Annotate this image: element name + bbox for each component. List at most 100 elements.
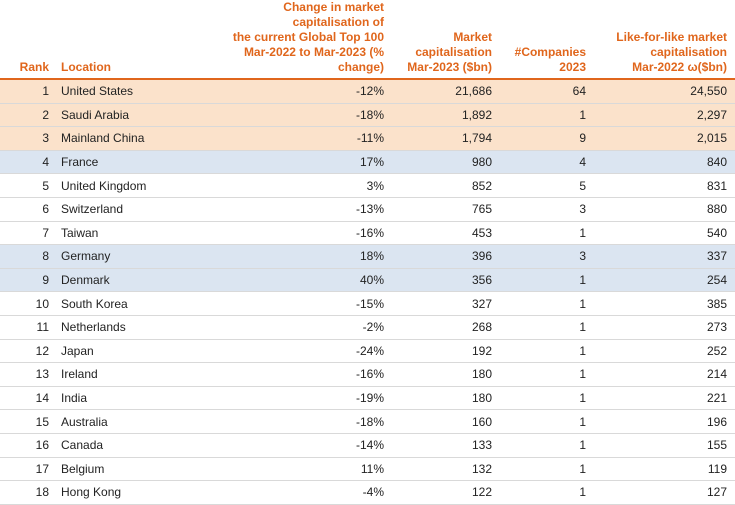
rank-cell: 15 [0,409,57,434]
like-for-like-cell: 540 [600,221,735,246]
rank-cell: 11 [0,315,57,340]
rank-cell: 6 [0,197,57,222]
market-cap-cell: 1,794 [392,126,500,151]
rank-cell: 10 [0,291,57,316]
change-cell: -16% [200,221,392,246]
like-for-like-cell: 337 [600,244,735,269]
location-cell: France [57,150,200,175]
like-for-like-cell: 2,015 [600,126,735,151]
companies-cell: 1 [500,457,600,482]
location-cell: Canada [57,433,200,458]
companies-cell: 1 [500,339,600,364]
change-cell: -14% [200,433,392,458]
table-row: 4 France 17% 980 4 840 [0,150,735,175]
header-location: Location [57,0,200,80]
rank-cell: 12 [0,339,57,364]
location-cell: United Kingdom [57,173,200,198]
companies-cell: 1 [500,480,600,505]
location-cell: Mainland China [57,126,200,151]
companies-cell: 1 [500,268,600,293]
companies-cell: 1 [500,315,600,340]
header-market-cap: Market capitalisation Mar-2023 ($bn) [392,0,500,80]
like-for-like-cell: 24,550 [600,79,735,104]
location-cell: Saudi Arabia [57,103,200,128]
location-cell: Netherlands [57,315,200,340]
rank-cell: 17 [0,457,57,482]
rank-cell: 16 [0,433,57,458]
companies-cell: 1 [500,221,600,246]
companies-cell: 1 [500,291,600,316]
rank-cell: 9 [0,268,57,293]
location-cell: Denmark [57,268,200,293]
like-for-like-cell: 880 [600,197,735,222]
like-for-like-cell: 155 [600,433,735,458]
like-for-like-cell: 254 [600,268,735,293]
like-for-like-cell: 831 [600,173,735,198]
table-row: 10 South Korea -15% 327 1 385 [0,291,735,316]
market-cap-cell: 453 [392,221,500,246]
table-row: 1 United States -12% 21,686 64 24,550 [0,79,735,104]
market-cap-cell: 180 [392,362,500,387]
market-cap-cell: 192 [392,339,500,364]
like-for-like-cell: 214 [600,362,735,387]
market-cap-cell: 122 [392,480,500,505]
location-cell: Hong Kong [57,480,200,505]
change-cell: -13% [200,197,392,222]
location-cell: India [57,386,200,411]
change-cell: -2% [200,315,392,340]
market-cap-cell: 852 [392,173,500,198]
change-cell: -19% [200,386,392,411]
header-like-for-like: Like-for-like market capitalisation Mar-… [600,0,735,80]
market-cap-cell: 765 [392,197,500,222]
change-cell: 11% [200,457,392,482]
market-cap-cell: 268 [392,315,500,340]
market-cap-cell: 980 [392,150,500,175]
change-cell: -12% [200,79,392,104]
change-cell: 18% [200,244,392,269]
table-row: 2 Saudi Arabia -18% 1,892 1 2,297 [0,103,735,128]
table-row: 12 Japan -24% 192 1 252 [0,339,735,364]
change-cell: -15% [200,291,392,316]
rank-cell: 13 [0,362,57,387]
like-for-like-cell: 127 [600,480,735,505]
rank-cell: 2 [0,103,57,128]
table-row: 17 Belgium 11% 132 1 119 [0,457,735,482]
like-for-like-cell: 2,297 [600,103,735,128]
rank-cell: 4 [0,150,57,175]
change-cell: -18% [200,409,392,434]
like-for-like-cell: 221 [600,386,735,411]
companies-cell: 9 [500,126,600,151]
companies-cell: 1 [500,386,600,411]
table-row: 6 Switzerland -13% 765 3 880 [0,197,735,222]
market-cap-cell: 132 [392,457,500,482]
like-for-like-cell: 840 [600,150,735,175]
rank-cell: 1 [0,79,57,104]
companies-cell: 1 [500,433,600,458]
market-cap-cell: 1,892 [392,103,500,128]
market-cap-cell: 21,686 [392,79,500,104]
table-row: 5 United Kingdom 3% 852 5 831 [0,173,735,198]
rank-cell: 5 [0,173,57,198]
companies-cell: 1 [500,103,600,128]
market-cap-cell: 133 [392,433,500,458]
location-cell: Belgium [57,457,200,482]
header-rank: Rank [0,0,57,80]
rank-cell: 14 [0,386,57,411]
change-cell: -4% [200,480,392,505]
market-cap-cell: 180 [392,386,500,411]
table-row: 9 Denmark 40% 356 1 254 [0,268,735,293]
companies-cell: 5 [500,173,600,198]
header-companies: #Companies 2023 [500,0,600,80]
table-row: 16 Canada -14% 133 1 155 [0,433,735,458]
location-cell: Germany [57,244,200,269]
rank-cell: 8 [0,244,57,269]
companies-cell: 1 [500,409,600,434]
market-cap-cell: 396 [392,244,500,269]
location-cell: Japan [57,339,200,364]
header-change: Change in market capitalisation of the c… [200,0,392,80]
change-cell: -18% [200,103,392,128]
market-cap-cell: 356 [392,268,500,293]
companies-cell: 1 [500,362,600,387]
